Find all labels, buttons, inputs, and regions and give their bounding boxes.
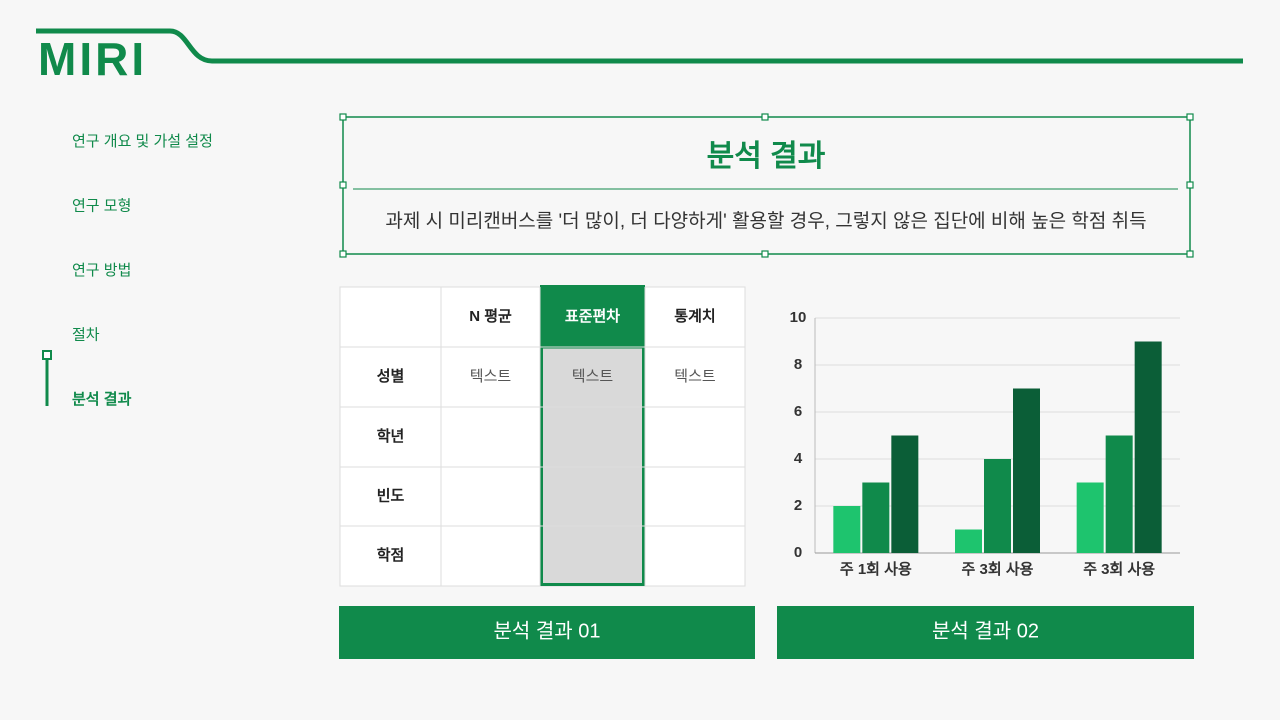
bar [1013, 388, 1040, 553]
nav-item[interactable]: 분석 결과 [72, 390, 132, 408]
nav-item[interactable]: 연구 개요 및 가설 설정 [72, 133, 213, 150]
caption-bar [339, 606, 755, 659]
row-header: 성별 [377, 367, 405, 385]
highlight-column [540, 345, 645, 586]
subtitle: 과제 시 미리캔버스를 '더 많이, 더 다양하게' 활용할 경우, 그렇지 않… [385, 210, 1146, 232]
nav-indicator-knob [42, 350, 52, 360]
bar [955, 529, 982, 553]
table-cell: 텍스트 [674, 368, 716, 385]
table-cell: 텍스트 [572, 368, 614, 385]
nav-item[interactable]: 연구 방법 [72, 262, 131, 279]
bar [984, 459, 1011, 553]
y-tick-label: 8 [794, 356, 802, 373]
title: 분석 결과 [707, 140, 826, 173]
bar [891, 435, 919, 553]
bar [833, 506, 861, 553]
y-tick-label: 2 [794, 497, 802, 514]
caption: 분석 결과 02 [932, 619, 1039, 642]
row-header: 학년 [377, 428, 405, 445]
row-header: 학점 [377, 546, 405, 564]
table-cell: 텍스트 [470, 368, 512, 385]
x-tick-label: 주 3회 사용 [1083, 561, 1155, 578]
nav-item[interactable]: 연구 모형 [72, 197, 131, 214]
caption: 분석 결과 01 [494, 619, 601, 642]
column-header: 통계치 [674, 308, 715, 325]
column-header: 표준편차 [565, 308, 620, 325]
bar [1076, 482, 1104, 553]
y-tick-label: 4 [794, 450, 803, 467]
column-header: N 평균 [469, 307, 512, 325]
bar [1105, 435, 1133, 553]
row-header: 빈도 [377, 487, 405, 504]
highlight-header [540, 285, 645, 347]
caption-bar [777, 606, 1194, 659]
x-tick-label: 주 3회 사용 [962, 561, 1034, 578]
y-tick-label: 0 [794, 544, 802, 561]
selection-handles [339, 113, 1194, 258]
logo: MIRI [38, 33, 147, 85]
header-line [36, 28, 1243, 64]
bar [862, 482, 890, 553]
x-tick-label: 주 1회 사용 [840, 561, 912, 578]
bar [1134, 341, 1162, 553]
y-tick-label: 6 [794, 403, 802, 420]
nav-item[interactable]: 절차 [72, 326, 100, 343]
y-tick-label: 10 [790, 309, 807, 326]
